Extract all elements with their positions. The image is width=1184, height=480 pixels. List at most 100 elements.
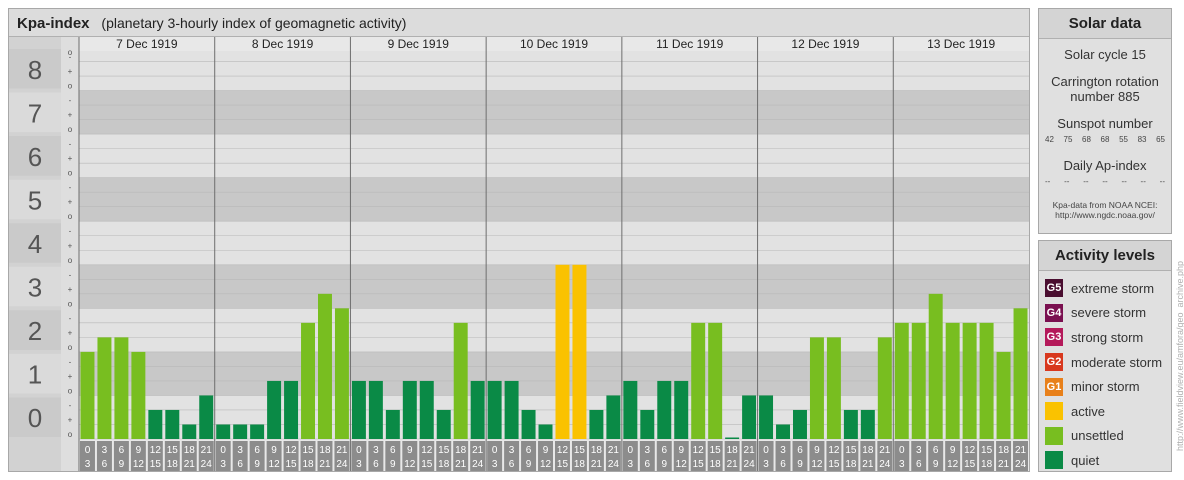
interval-cell <box>80 441 95 471</box>
interval-start-label: 15 <box>845 445 857 456</box>
interval-cell <box>470 441 486 471</box>
interval-cell <box>164 441 180 471</box>
kp-bar <box>318 293 332 439</box>
day-label: 7 Dec 1919 <box>116 37 178 51</box>
minor-tick-label: - <box>69 140 72 149</box>
interval-start-label: 0 <box>763 445 769 456</box>
interval-end-label: 12 <box>269 459 281 470</box>
interval-cell <box>571 441 587 471</box>
kp-bar <box>402 380 417 439</box>
interval-end-label: 9 <box>661 459 667 470</box>
kp-bar <box>165 409 180 439</box>
data-source-note: Kpa-data from NOAA NCEI: <box>1052 200 1158 210</box>
y-band <box>9 397 61 437</box>
interval-start-label: 0 <box>220 445 226 456</box>
kp-bar <box>962 322 977 439</box>
minor-tick-label: - <box>69 183 72 192</box>
y-band <box>9 136 61 176</box>
legend-item-quiet: quiet <box>1045 448 1171 473</box>
minor-tick-label: - <box>69 53 72 62</box>
kp-bar <box>793 409 807 439</box>
interval-start-label: 6 <box>797 445 803 456</box>
interval-cell <box>419 441 435 471</box>
kp-bar <box>334 308 349 439</box>
interval-start-label: 6 <box>254 445 260 456</box>
interval-cell <box>521 441 537 471</box>
interval-start-label: 9 <box>271 445 277 456</box>
interval-start-label: 18 <box>455 445 467 456</box>
interval-start-label: 18 <box>591 445 603 456</box>
ap-value: -- <box>1045 177 1051 186</box>
sunspot-value: 65 <box>1156 135 1165 144</box>
carrington-rotation-label: Carrington rotation <box>1051 74 1159 89</box>
minor-tick-label: + <box>68 372 73 381</box>
interval-end-label: 9 <box>390 459 396 470</box>
interval-end-label: 6 <box>780 459 786 470</box>
y-tick-label: 2 <box>28 316 42 346</box>
kp-bar <box>911 322 926 439</box>
interval-end-label: 21 <box>591 459 603 470</box>
kp-bar <box>589 409 604 439</box>
sunspot-values: 42 75 68 68 55 83 65 <box>1039 135 1171 144</box>
minor-tick-label: + <box>68 285 73 294</box>
interval-cell <box>96 441 112 471</box>
kp-bar <box>640 409 655 439</box>
kp-bar <box>182 424 197 439</box>
y-band <box>9 49 61 89</box>
interval-end-label: 18 <box>574 459 586 470</box>
kp-bar <box>199 395 214 439</box>
kp-bar <box>80 351 95 439</box>
interval-start-label: 15 <box>438 445 450 456</box>
interval-cell <box>334 441 350 471</box>
minor-tick-label: o <box>68 48 73 57</box>
legend-swatch: G3 <box>1045 328 1063 347</box>
kp-bar <box>996 351 1011 439</box>
interval-cell <box>402 441 418 471</box>
interval-end-label: 6 <box>509 459 515 470</box>
interval-cell <box>147 441 163 471</box>
grid-band <box>79 177 1029 222</box>
grid-band <box>79 351 1029 396</box>
interval-start-label: 3 <box>509 445 515 456</box>
kp-bar <box>809 337 824 439</box>
legend-item-g3: G3 strong storm <box>1045 325 1171 350</box>
carrington-rotation-number: number 885 <box>1070 89 1140 104</box>
interval-cell <box>911 441 927 471</box>
kp-bar <box>1013 308 1028 439</box>
legend-swatch <box>1045 402 1063 421</box>
legend-label: strong storm <box>1071 329 1144 345</box>
y-tick-label: 8 <box>28 55 42 85</box>
interval-cell <box>639 441 655 471</box>
activity-levels-title: Activity levels <box>1039 241 1171 271</box>
kp-bar <box>504 380 519 439</box>
y-tick-label: 4 <box>28 229 42 259</box>
interval-end-label: 3 <box>492 459 498 470</box>
interval-start-label: 15 <box>981 445 993 456</box>
interval-start-label: 0 <box>899 445 905 456</box>
interval-cell <box>605 441 621 471</box>
interval-end-label: 12 <box>676 459 688 470</box>
solar-cycle: Solar cycle 15 <box>1064 47 1146 62</box>
y-band <box>9 179 61 220</box>
interval-start-label: 12 <box>828 445 840 456</box>
ap-value: -- <box>1102 177 1108 186</box>
kp-bar <box>674 380 689 439</box>
grid-band <box>79 221 1029 265</box>
interval-end-label: 18 <box>845 459 857 470</box>
interval-end-label: 21 <box>455 459 467 470</box>
interval-cell <box>809 441 825 471</box>
kp-bar <box>351 380 366 439</box>
kp-bar <box>538 424 553 439</box>
interval-end-label: 15 <box>964 459 976 470</box>
interval-cell <box>758 441 774 471</box>
interval-end-label: 15 <box>693 459 705 470</box>
interval-end-label: 21 <box>319 459 331 470</box>
interval-start-label: 15 <box>302 445 314 456</box>
legend-item-g1: G1 minor storm <box>1045 374 1171 399</box>
y-band <box>9 223 61 263</box>
interval-start-label: 0 <box>85 445 91 456</box>
legend-label: moderate storm <box>1071 354 1163 370</box>
interval-start-label: 9 <box>950 445 956 456</box>
kp-bar <box>759 395 774 439</box>
y-tick-label: 0 <box>28 403 42 433</box>
